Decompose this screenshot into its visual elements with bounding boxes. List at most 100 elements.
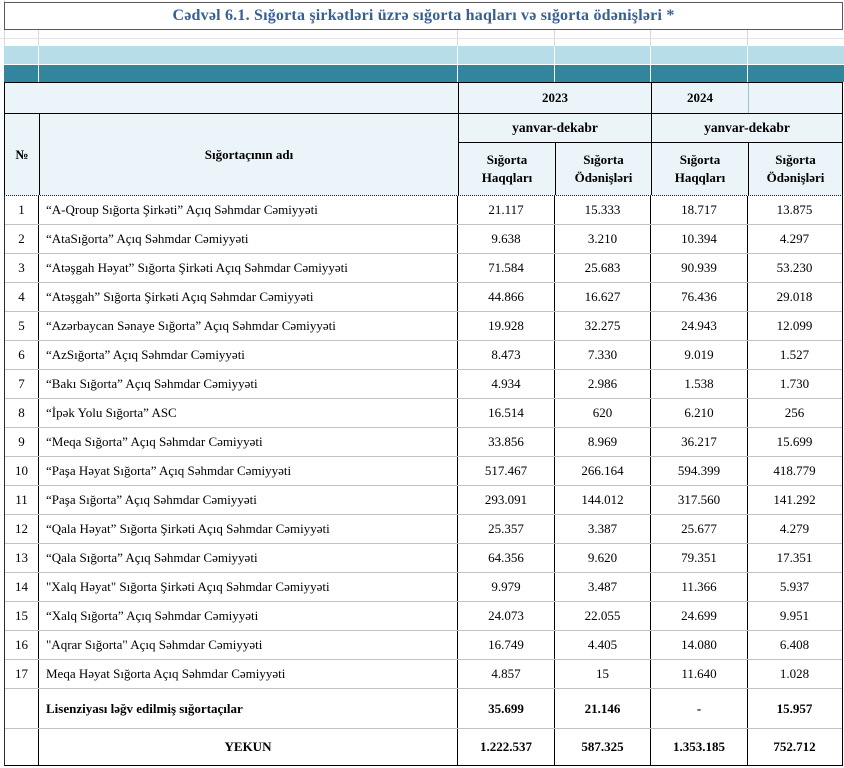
row-number-cell[interactable]: 5: [18, 318, 25, 333]
row-number-cell[interactable]: 14: [15, 579, 28, 594]
premiums-2024-cell[interactable]: 1.538: [650, 370, 747, 398]
payments-2023-cell[interactable]: 25.683: [554, 254, 650, 282]
premiums-2023-cell[interactable]: 4.857: [457, 660, 554, 688]
company-name-cell[interactable]: "Aqrar Sığorta" Açıq Səhmdar Cəmiyyəti: [38, 631, 457, 659]
premiums-2023-cell[interactable]: 33.856: [457, 428, 554, 456]
row-number-cell[interactable]: 17: [15, 666, 28, 681]
company-name-cell[interactable]: "Xalq Həyat" Sığorta Şirkəti Açıq Səhmda…: [38, 573, 457, 601]
header-insurer-name-column[interactable]: Sığortaçının adı: [39, 114, 458, 195]
premiums-2023-cell[interactable]: 71.584: [457, 254, 554, 282]
header-premiums-2023[interactable]: Sığorta Haqqları: [458, 143, 555, 195]
premiums-2023-cell[interactable]: 16.749: [457, 631, 554, 659]
payments-2024-cell[interactable]: 1.730: [747, 370, 841, 398]
payments-2024-cell[interactable]: 1.527: [747, 341, 841, 369]
company-name-cell[interactable]: “Meqa Sığorta” Açıq Səhmdar Cəmiyyəti: [38, 428, 457, 456]
payments-2024-cell[interactable]: 4.297: [747, 225, 841, 253]
payments-2024-cell[interactable]: 752.712: [747, 729, 841, 765]
premiums-2023-cell[interactable]: 16.514: [457, 399, 554, 427]
row-number-cell[interactable]: 3: [18, 260, 25, 275]
company-name-cell[interactable]: Meqa Həyat Sığorta Açıq Səhmdar Cəmiyyət…: [38, 660, 457, 688]
payments-2023-cell[interactable]: 9.620: [554, 544, 650, 572]
header-payments-2024[interactable]: Sığorta Ödənişləri: [748, 143, 842, 195]
premiums-2024-cell[interactable]: 6.210: [650, 399, 747, 427]
premiums-2024-cell[interactable]: 317.560: [650, 486, 747, 514]
payments-2023-cell[interactable]: 2.986: [554, 370, 650, 398]
company-name-cell[interactable]: “Azərbaycan Sənaye Sığorta” Açıq Səhmdar…: [38, 312, 457, 340]
premiums-2024-cell[interactable]: 14.080: [650, 631, 747, 659]
payments-2023-cell[interactable]: 7.330: [554, 341, 650, 369]
row-number-cell[interactable]: 7: [18, 376, 25, 391]
premiums-2023-cell[interactable]: 8.473: [457, 341, 554, 369]
row-number-cell[interactable]: 13: [15, 550, 28, 565]
row-number-cell[interactable]: 2: [18, 231, 25, 246]
premiums-2023-cell[interactable]: 35.699: [457, 689, 554, 728]
header-year-2024[interactable]: 2024: [651, 83, 748, 113]
company-name-cell[interactable]: Lisenziyası ləğv edilmiş sığortaçılar: [38, 689, 457, 728]
company-name-cell[interactable]: “Paşa Həyat Sığorta” Açıq Səhmdar Cəmiyy…: [38, 457, 457, 485]
payments-2024-cell[interactable]: 17.351: [747, 544, 841, 572]
payments-2024-cell[interactable]: 9.951: [747, 602, 841, 630]
payments-2023-cell[interactable]: 22.055: [554, 602, 650, 630]
company-name-cell[interactable]: “Paşa Sığorta” Açıq Səhmdar Cəmiyyəti: [38, 486, 457, 514]
payments-2024-cell[interactable]: 1.028: [747, 660, 841, 688]
payments-2023-cell[interactable]: 32.275: [554, 312, 650, 340]
payments-2023-cell[interactable]: 144.012: [554, 486, 650, 514]
premiums-2023-cell[interactable]: 4.934: [457, 370, 554, 398]
row-number-cell[interactable]: 11: [15, 492, 28, 507]
premiums-2024-cell[interactable]: -: [650, 689, 747, 728]
payments-2024-cell[interactable]: 15.699: [747, 428, 841, 456]
header-year-2023[interactable]: 2023: [458, 83, 651, 113]
payments-2024-cell[interactable]: 13.875: [747, 196, 841, 224]
company-name-cell[interactable]: “AzSığorta” Açıq Səhmdar Cəmiyyəti: [38, 341, 457, 369]
premiums-2024-cell[interactable]: 11.640: [650, 660, 747, 688]
row-number-cell[interactable]: 10: [15, 463, 28, 478]
premiums-2023-cell[interactable]: 19.928: [457, 312, 554, 340]
payments-2023-cell[interactable]: 620: [554, 399, 650, 427]
payments-2024-cell[interactable]: 12.099: [747, 312, 841, 340]
premiums-2024-cell[interactable]: 79.351: [650, 544, 747, 572]
row-number-cell[interactable]: [5, 729, 38, 765]
row-number-cell[interactable]: 8: [18, 405, 25, 420]
premiums-2024-cell[interactable]: 36.217: [650, 428, 747, 456]
payments-2024-cell[interactable]: 256: [747, 399, 841, 427]
company-name-cell[interactable]: “Qala Həyat” Sığorta Şirkəti Açıq Səhmda…: [38, 515, 457, 543]
company-name-cell[interactable]: “Bakı Sığorta” Açıq Səhmdar Cəmiyyəti: [38, 370, 457, 398]
premiums-2024-cell[interactable]: 90.939: [650, 254, 747, 282]
payments-2024-cell[interactable]: 418.779: [747, 457, 841, 485]
payments-2023-cell[interactable]: 8.969: [554, 428, 650, 456]
premiums-2024-cell[interactable]: 76.436: [650, 283, 747, 311]
premiums-2024-cell[interactable]: 25.677: [650, 515, 747, 543]
payments-2024-cell[interactable]: 29.018: [747, 283, 841, 311]
premiums-2024-cell[interactable]: 9.019: [650, 341, 747, 369]
header-premiums-2024[interactable]: Sığorta Haqqları: [651, 143, 748, 195]
company-name-cell[interactable]: “Qala Sığorta” Açıq Səhmdar Cəmiyyəti: [38, 544, 457, 572]
header-blank-cell[interactable]: [748, 83, 842, 113]
payments-2024-cell[interactable]: 141.292: [747, 486, 841, 514]
payments-2023-cell[interactable]: 4.405: [554, 631, 650, 659]
payments-2024-cell[interactable]: 6.408: [747, 631, 841, 659]
company-name-cell[interactable]: “Atəşgah” Sığorta Şirkəti Açıq Səhmdar C…: [38, 283, 457, 311]
premiums-2024-cell[interactable]: 11.366: [650, 573, 747, 601]
premiums-2023-cell[interactable]: 25.357: [457, 515, 554, 543]
premiums-2023-cell[interactable]: 293.091: [457, 486, 554, 514]
payments-2023-cell[interactable]: 16.627: [554, 283, 650, 311]
payments-2023-cell[interactable]: 587.325: [554, 729, 650, 765]
company-name-cell[interactable]: YEKUN: [38, 729, 457, 765]
premiums-2023-cell[interactable]: 1.222.537: [457, 729, 554, 765]
premiums-2024-cell[interactable]: 24.699: [650, 602, 747, 630]
header-number-column[interactable]: №: [15, 146, 29, 162]
row-number-cell[interactable]: 4: [18, 289, 25, 304]
payments-2023-cell[interactable]: 3.487: [554, 573, 650, 601]
company-name-cell[interactable]: “İpək Yolu Sığorta” ASC: [38, 399, 457, 427]
premiums-2024-cell[interactable]: 24.943: [650, 312, 747, 340]
row-number-cell[interactable]: 1: [18, 202, 25, 217]
row-number-cell[interactable]: [5, 689, 38, 728]
row-number-cell[interactable]: 9: [18, 434, 25, 449]
payments-2023-cell[interactable]: 15.333: [554, 196, 650, 224]
company-name-cell[interactable]: “Xalq Sığorta” Açıq Səhmdar Cəmiyyəti: [38, 602, 457, 630]
payments-2023-cell[interactable]: 266.164: [554, 457, 650, 485]
premiums-2023-cell[interactable]: 9.979: [457, 573, 554, 601]
company-name-cell[interactable]: “A-Qroup Sığorta Şirkəti” Açıq Səhmdar C…: [38, 196, 457, 224]
row-number-cell[interactable]: 12: [15, 521, 28, 536]
row-number-cell[interactable]: 16: [15, 637, 28, 652]
